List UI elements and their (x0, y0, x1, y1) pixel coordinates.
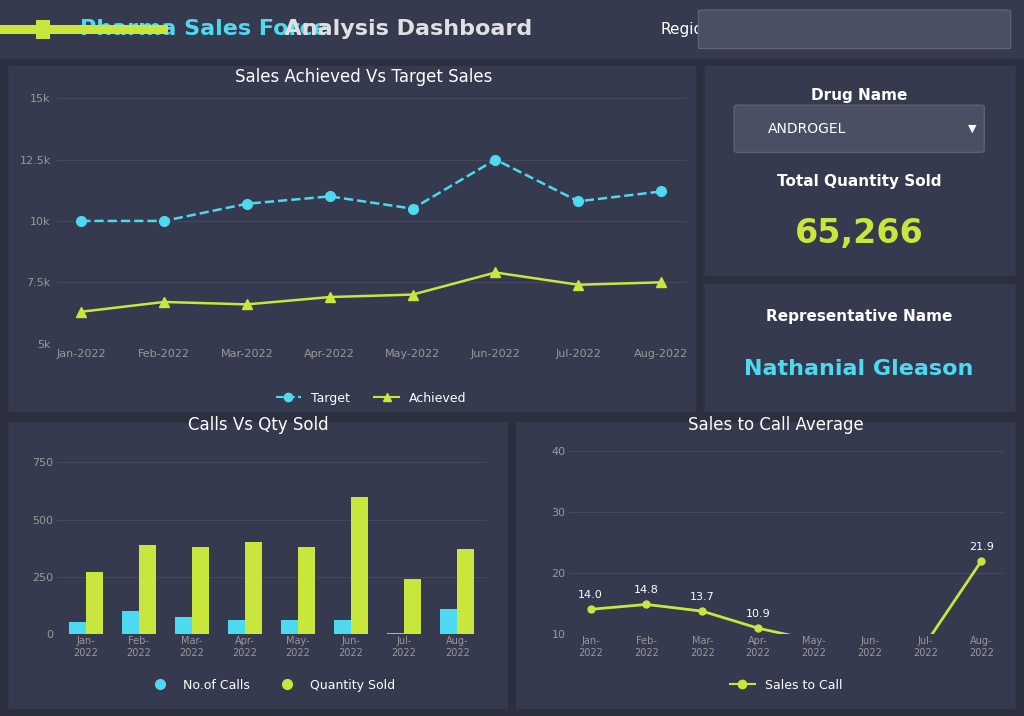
Text: 13.7: 13.7 (690, 592, 715, 602)
Bar (404, 579, 421, 634)
Bar (227, 620, 245, 634)
Text: Drug Name: Drug Name (811, 88, 907, 102)
Text: 65,266: 65,266 (795, 216, 924, 250)
Text: 14.0: 14.0 (579, 590, 603, 600)
Text: ▼: ▼ (978, 24, 986, 34)
Bar (191, 547, 209, 634)
Legend: Target, Achieved: Target, Achieved (270, 387, 472, 410)
Bar (69, 622, 86, 634)
Text: Calls Vs Qty Sold: Calls Vs Qty Sold (187, 415, 329, 434)
Text: Central Washington: Central Washington (721, 22, 858, 37)
Bar (387, 632, 404, 634)
Text: 10.9: 10.9 (745, 609, 770, 619)
Bar (457, 549, 474, 634)
Text: 14.8: 14.8 (634, 586, 658, 595)
Bar (298, 547, 315, 634)
Text: Sales Achieved Vs Target Sales: Sales Achieved Vs Target Sales (234, 67, 493, 86)
Text: Total Quantity Sold: Total Quantity Sold (777, 175, 941, 189)
Text: Representative Name: Representative Name (766, 309, 952, 324)
Text: Region:: Region: (660, 22, 718, 37)
Legend: Sales to Call: Sales to Call (725, 674, 847, 697)
Legend: No.of Calls, Quantity Sold: No.of Calls, Quantity Sold (143, 674, 399, 697)
Bar (334, 620, 351, 634)
Bar (138, 545, 156, 634)
Text: Pharma Sales Force: Pharma Sales Force (80, 19, 328, 39)
Bar (175, 616, 191, 634)
FancyBboxPatch shape (698, 10, 1011, 49)
Bar (281, 620, 298, 634)
Bar (351, 497, 368, 634)
Bar (245, 543, 262, 634)
Text: ▼: ▼ (968, 124, 976, 134)
Text: Nathanial Gleason: Nathanial Gleason (744, 359, 974, 379)
Text: Sales to Call Average: Sales to Call Average (688, 415, 864, 434)
Text: ANDROGEL: ANDROGEL (768, 122, 846, 136)
Bar (0, 25, 168, 34)
FancyBboxPatch shape (734, 105, 984, 153)
Bar (86, 572, 102, 634)
Bar (122, 611, 138, 634)
Text: 21.9: 21.9 (969, 542, 993, 552)
Bar (440, 609, 457, 634)
Text: Analysis Dashboard: Analysis Dashboard (269, 19, 532, 39)
Bar (36, 20, 50, 39)
